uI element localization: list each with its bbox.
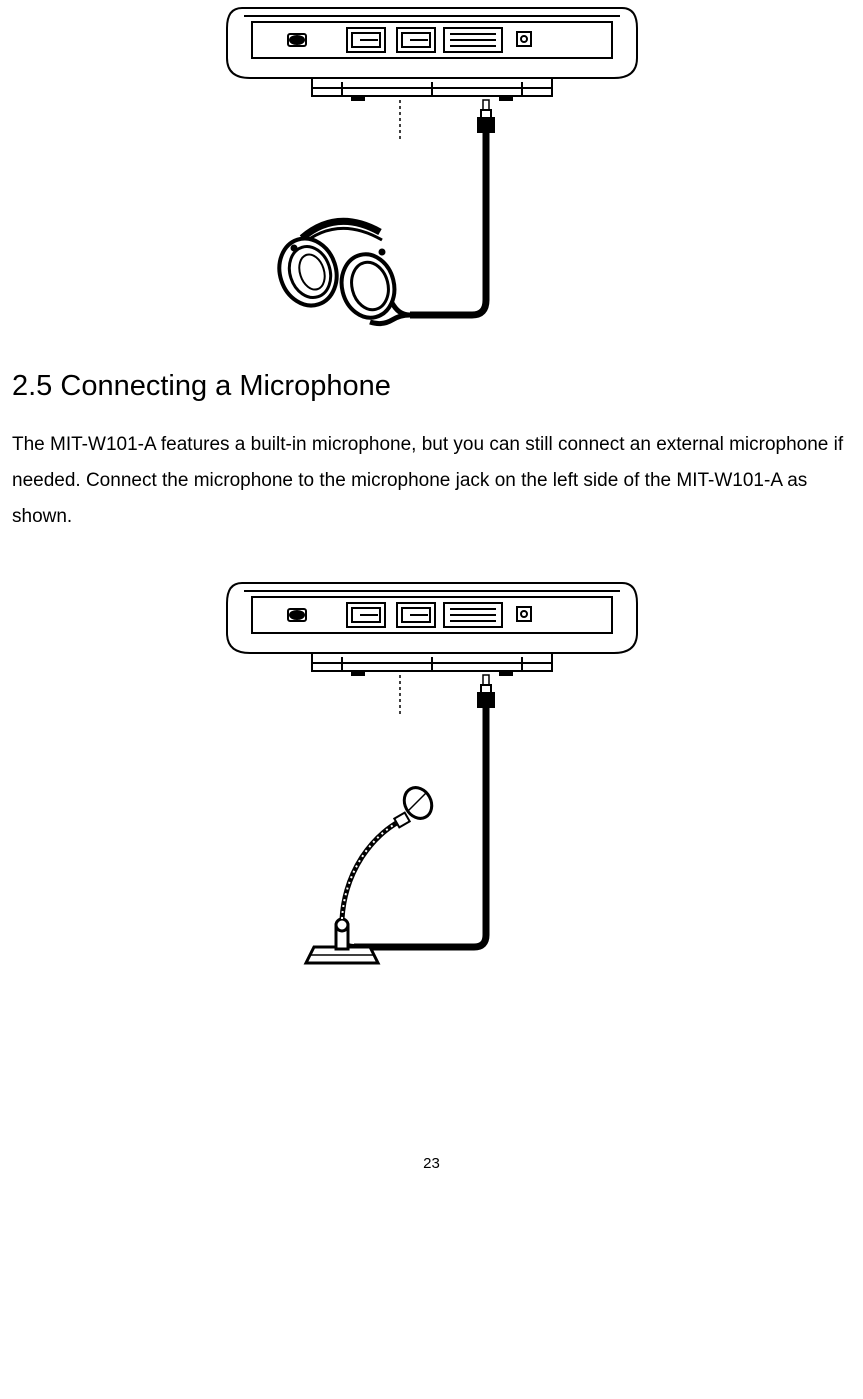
page-number: 23	[12, 1155, 851, 1172]
section-body: The MIT-W101-A features a built-in micro…	[12, 427, 851, 535]
section-heading: 2.5 Connecting a Microphone	[12, 370, 851, 403]
figure-headphones	[12, 0, 851, 330]
figure-microphone	[12, 575, 851, 975]
